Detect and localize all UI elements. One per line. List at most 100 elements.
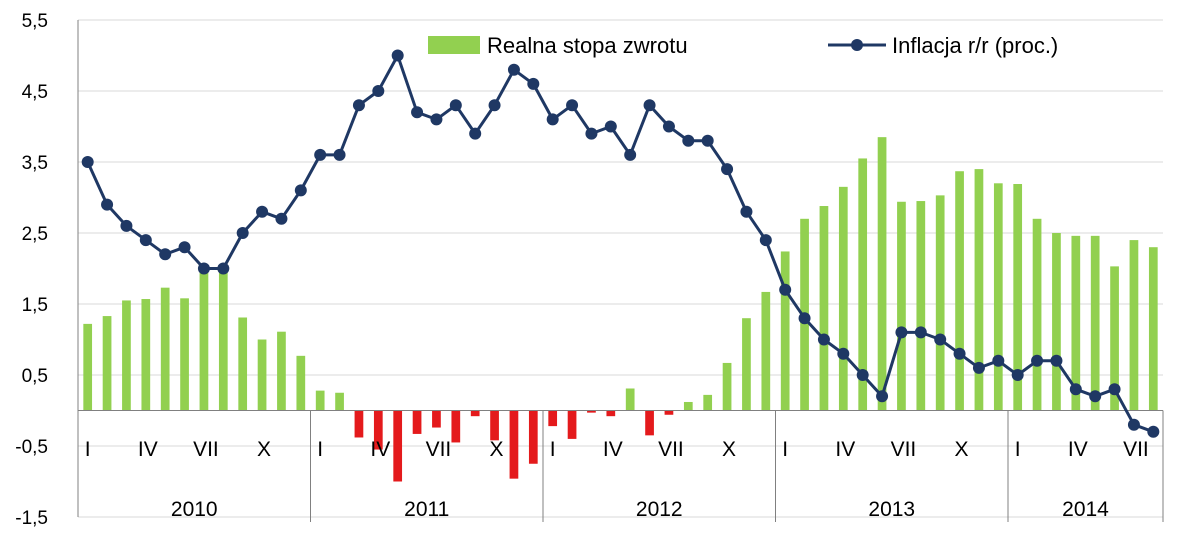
bar xyxy=(935,195,945,411)
bar xyxy=(722,362,732,411)
bar xyxy=(412,410,422,434)
bar xyxy=(838,186,848,411)
bar xyxy=(354,410,364,438)
bar xyxy=(703,394,713,411)
line-series xyxy=(81,49,1160,438)
bar xyxy=(238,317,248,411)
line-point xyxy=(682,134,695,147)
line-point xyxy=(798,312,811,325)
bar xyxy=(761,291,771,411)
line-point xyxy=(934,333,947,346)
bar xyxy=(606,410,616,417)
bar xyxy=(1090,235,1100,411)
bar xyxy=(1032,218,1042,411)
line-point xyxy=(585,127,598,140)
line-point xyxy=(1089,390,1102,403)
bar xyxy=(877,137,887,411)
line-point xyxy=(294,184,307,197)
month-label: VII xyxy=(658,438,684,461)
line-point xyxy=(546,113,559,126)
month-label: IV xyxy=(370,438,390,461)
legend: Realna stopa zwrotu Inflacja r/r (proc.) xyxy=(428,33,1058,58)
line-point xyxy=(314,148,327,161)
bar xyxy=(509,410,519,479)
bar xyxy=(83,323,93,411)
bar xyxy=(218,267,228,411)
bar xyxy=(780,251,790,411)
bar xyxy=(296,355,306,411)
line-point xyxy=(1108,383,1121,396)
line-point xyxy=(779,283,792,296)
bar xyxy=(974,169,984,411)
line-point xyxy=(817,333,830,346)
year-label: 2010 xyxy=(171,498,218,521)
year-label: 2012 xyxy=(636,498,683,521)
line-point xyxy=(411,106,424,119)
line-point xyxy=(352,99,365,112)
bar xyxy=(122,300,131,411)
line-point xyxy=(895,326,908,339)
line-point xyxy=(469,127,482,140)
bar xyxy=(160,287,170,411)
line-point xyxy=(856,369,869,381)
bar xyxy=(1129,240,1139,411)
bar xyxy=(567,410,577,439)
line-point xyxy=(178,241,191,254)
line-point xyxy=(81,156,94,168)
month-label: I xyxy=(1015,438,1021,461)
line-point xyxy=(527,77,540,90)
bar xyxy=(180,298,189,411)
bar xyxy=(625,388,635,411)
line-point xyxy=(837,347,850,360)
line-point xyxy=(624,148,637,161)
bar xyxy=(1071,235,1081,411)
y-tick-label: 4,5 xyxy=(22,82,48,103)
line-point xyxy=(876,390,889,403)
legend-line-marker xyxy=(851,39,863,51)
bar xyxy=(335,392,344,411)
line-point xyxy=(197,262,210,275)
bar xyxy=(683,401,693,411)
line-point xyxy=(333,148,346,161)
y-tick-label: -0,5 xyxy=(15,437,48,458)
year-label: 2014 xyxy=(1062,498,1109,521)
bar xyxy=(664,410,674,415)
y-tick-label: 5,5 xyxy=(22,11,48,32)
line-point xyxy=(236,227,249,239)
bar xyxy=(451,410,461,443)
line-point xyxy=(662,120,675,133)
line-point xyxy=(1050,354,1063,367)
line-point xyxy=(1011,369,1024,381)
bar xyxy=(819,206,829,411)
legend-bar-label: Realna stopa zwrotu xyxy=(487,33,688,58)
line-point xyxy=(1069,383,1082,396)
line-point xyxy=(701,134,714,147)
month-label: IV xyxy=(1068,438,1088,461)
bar xyxy=(277,331,286,411)
month-label: IV xyxy=(603,438,623,461)
y-tick-label: 3,5 xyxy=(22,153,48,174)
line-point xyxy=(1127,418,1140,431)
month-label: I xyxy=(550,438,556,461)
line-point xyxy=(139,234,152,247)
line-point xyxy=(914,326,927,339)
year-label: 2013 xyxy=(868,498,915,521)
bar-series xyxy=(83,137,1158,482)
line-point xyxy=(449,99,462,112)
line-point xyxy=(275,212,288,225)
month-label: VII xyxy=(193,438,219,461)
legend-bar-swatch xyxy=(428,36,480,54)
line-point xyxy=(759,234,772,247)
y-tick-label: -1,5 xyxy=(15,508,48,529)
month-label: X xyxy=(490,438,504,461)
line-point xyxy=(953,347,966,360)
line-point xyxy=(1147,425,1160,438)
line-point xyxy=(256,205,269,218)
bar xyxy=(993,183,1003,411)
bar xyxy=(470,410,480,417)
line-point xyxy=(566,99,579,112)
bar xyxy=(897,201,906,411)
bar xyxy=(742,318,751,411)
bar xyxy=(199,267,209,411)
